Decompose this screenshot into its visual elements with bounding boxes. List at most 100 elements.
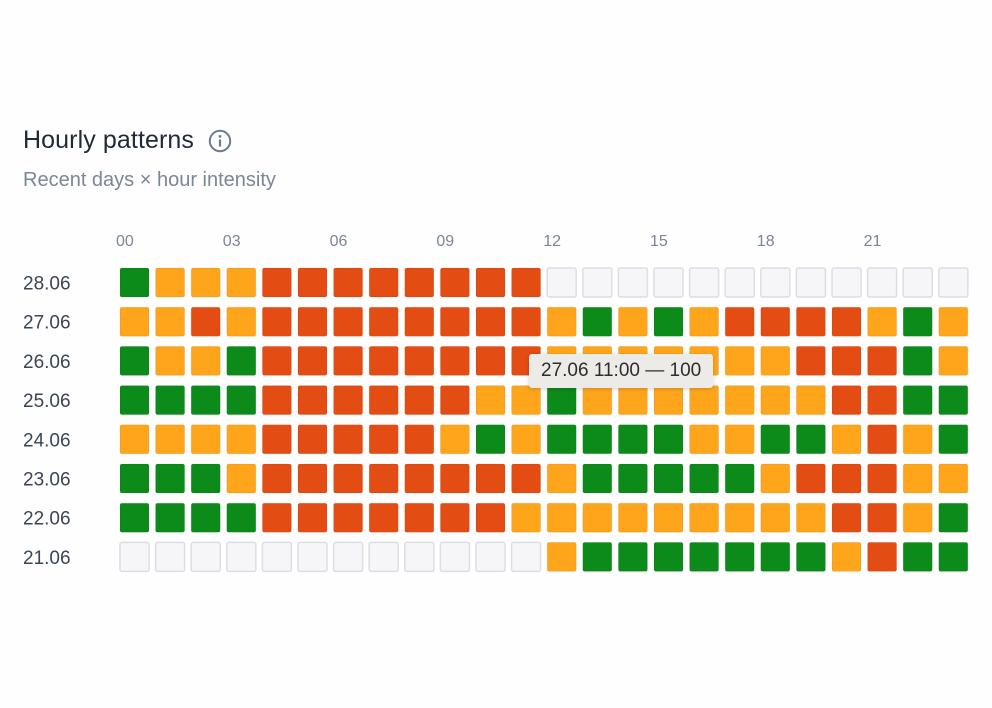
heatmap-cell[interactable] [867,463,898,494]
heatmap-cell[interactable] [475,424,506,455]
heatmap-cell[interactable] [938,345,969,376]
heatmap-cell[interactable] [261,267,292,298]
heatmap-cell[interactable] [546,502,577,533]
heatmap-cell[interactable] [475,385,506,416]
heatmap-cell[interactable] [867,541,898,572]
heatmap-cell[interactable] [831,306,862,337]
heatmap-cell[interactable] [760,345,791,376]
heatmap-cell[interactable] [902,424,933,455]
heatmap-cell[interactable] [938,541,969,572]
heatmap-cell[interactable] [795,306,826,337]
heatmap-cell[interactable] [226,345,257,376]
heatmap-cell[interactable] [724,385,755,416]
heatmap-cell[interactable] [688,267,720,298]
heatmap-cell[interactable] [511,385,542,416]
heatmap-cell[interactable] [831,385,862,416]
heatmap-cell[interactable] [689,306,720,337]
heatmap-cell[interactable] [439,463,470,494]
heatmap-cell[interactable] [190,502,221,533]
heatmap-cell[interactable] [119,424,150,455]
heatmap-cell[interactable] [724,463,755,494]
heatmap-cell[interactable] [404,424,435,455]
heatmap-cell[interactable] [119,385,150,416]
heatmap-cell[interactable] [297,267,328,298]
heatmap-cell[interactable] [546,267,577,298]
heatmap-cell[interactable] [653,502,684,533]
heatmap-cell[interactable] [155,267,186,298]
heatmap-cell[interactable] [938,267,969,298]
heatmap-cell[interactable] [155,306,186,337]
heatmap-cell[interactable] [297,385,328,416]
heatmap-cell[interactable] [154,541,186,573]
heatmap-cell[interactable] [724,541,755,572]
heatmap-cell[interactable] [155,424,186,455]
heatmap-cell[interactable] [404,502,435,533]
heatmap-cell[interactable] [724,306,755,337]
heatmap-cell[interactable] [867,306,898,337]
heatmap-cell[interactable] [368,463,399,494]
heatmap-cell[interactable] [297,463,328,494]
heatmap-cell[interactable] [617,306,648,337]
heatmap-cell[interactable] [404,463,435,494]
heatmap-cell[interactable] [653,267,684,298]
heatmap-cell[interactable] [119,345,150,376]
heatmap-cell[interactable] [368,345,399,376]
heatmap-cell[interactable] [724,345,755,376]
heatmap-cell[interactable] [475,267,506,298]
heatmap-cell[interactable] [155,502,186,533]
heatmap-cell[interactable] [332,541,364,573]
heatmap-cell[interactable] [439,385,470,416]
heatmap-cell[interactable] [190,306,221,337]
heatmap-cell[interactable] [795,267,827,298]
heatmap-cell[interactable] [795,345,826,376]
heatmap-cell[interactable] [831,463,862,494]
heatmap-cell[interactable] [333,463,364,494]
heatmap-cell[interactable] [190,463,221,494]
heatmap-cell[interactable] [190,267,221,298]
heatmap-cell[interactable] [795,385,826,416]
heatmap-cell[interactable] [617,502,648,533]
heatmap-cell[interactable] [226,267,257,298]
heatmap-cell[interactable] [511,502,542,533]
heatmap-cell[interactable] [938,463,969,494]
heatmap-cell[interactable] [439,267,470,298]
heatmap-cell[interactable] [582,385,613,416]
heatmap-cell[interactable] [617,541,648,572]
heatmap-cell[interactable] [510,541,542,573]
heatmap-cell[interactable] [226,541,257,573]
heatmap-cell[interactable] [261,541,293,573]
heatmap-cell[interactable] [297,424,328,455]
heatmap-cell[interactable] [119,306,150,337]
heatmap-cell[interactable] [831,502,862,533]
heatmap-cell[interactable] [439,541,471,573]
heatmap-cell[interactable] [297,345,328,376]
heatmap-cell[interactable] [582,306,613,337]
heatmap-cell[interactable] [439,306,470,337]
heatmap-cell[interactable] [404,345,435,376]
heatmap-cell[interactable] [831,424,862,455]
heatmap-cell[interactable] [119,463,150,494]
heatmap-cell[interactable] [368,306,399,337]
heatmap-cell[interactable] [760,385,791,416]
heatmap-cell[interactable] [760,541,791,572]
heatmap-cell[interactable] [938,306,969,337]
heatmap-cell[interactable] [439,502,470,533]
heatmap-cell[interactable] [902,385,933,416]
heatmap-cell[interactable] [226,502,257,533]
heatmap-cell[interactable] [261,306,292,337]
heatmap-cell[interactable] [867,502,898,533]
heatmap-cell[interactable] [333,345,364,376]
heatmap-cell[interactable] [155,385,186,416]
heatmap-cell[interactable] [902,345,933,376]
heatmap-cell[interactable] [297,306,328,337]
heatmap-cell[interactable] [689,463,720,494]
heatmap-cell[interactable] [333,385,364,416]
heatmap-cell[interactable] [475,541,506,573]
heatmap-cell[interactable] [297,541,328,573]
heatmap-cell[interactable] [297,502,328,533]
heatmap-cell[interactable] [867,385,898,416]
heatmap-cell[interactable] [902,502,933,533]
heatmap-cell[interactable] [582,267,613,298]
heatmap-cell[interactable] [511,267,542,298]
heatmap-cell[interactable] [867,345,898,376]
